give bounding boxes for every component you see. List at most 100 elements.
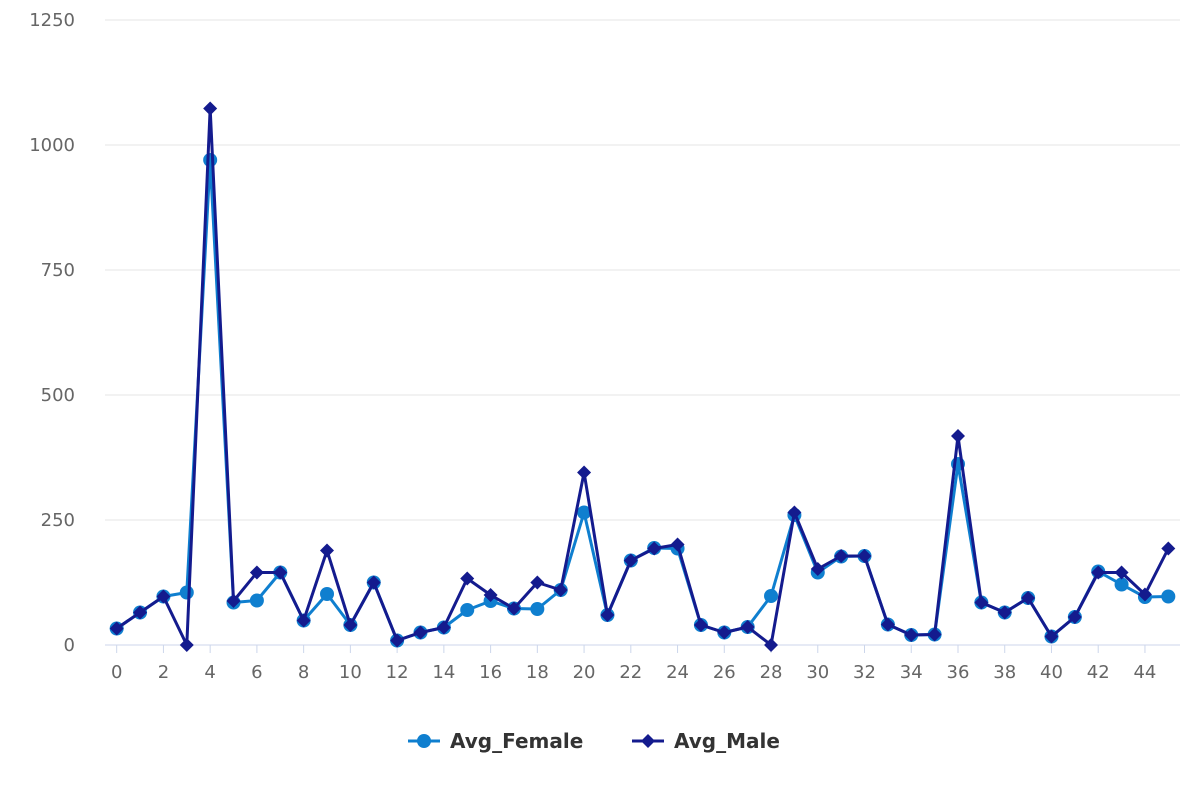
legend-item-avg-male[interactable]: Avg_Male [632,729,780,753]
series-avg-male [109,101,1176,652]
data-point[interactable] [203,101,218,116]
x-tick-label: 18 [526,662,549,683]
data-point[interactable] [1137,587,1152,602]
x-tick-label: 44 [1133,662,1156,683]
x-tick-label: 8 [298,662,309,683]
x-tick-label: 38 [993,662,1016,683]
data-point[interactable] [577,505,592,520]
data-point[interactable] [764,589,779,603]
data-point[interactable] [390,633,405,648]
data-point[interactable] [1161,589,1176,604]
data-point[interactable] [109,621,124,636]
x-tick-label: 36 [947,662,970,683]
grid-lines [105,19,1180,646]
data-point[interactable] [810,562,825,576]
data-point[interactable] [1067,610,1082,624]
data-point[interactable] [1091,565,1106,580]
data-point[interactable] [974,595,989,610]
data-point[interactable] [156,589,171,604]
x-tick-label: 32 [853,662,876,683]
x-tick-label: 42 [1087,662,1110,683]
legend[interactable]: Avg_Female Avg_Male [408,729,780,753]
y-tick-label: 750 [41,260,75,281]
legend-label: Avg_Male [674,729,780,753]
x-tick-label: 30 [806,662,829,683]
data-point[interactable] [413,625,428,640]
data-point[interactable] [693,618,708,632]
x-tick-label: 24 [666,662,689,683]
data-point[interactable] [1161,541,1176,556]
series-layer [109,101,1176,652]
data-point[interactable] [320,587,335,601]
y-tick-label: 500 [41,385,75,406]
data-point[interactable] [553,583,568,597]
y-axis-ticks: 0 250 500 750 1000 1250 [29,10,75,656]
data-point[interactable] [997,605,1012,620]
x-tick-label: 10 [339,662,362,683]
legend-marker [417,734,431,748]
legend-marker [641,734,655,748]
x-tick-label: 2 [158,662,169,683]
data-point[interactable] [249,565,264,580]
y-tick-label: 1000 [29,135,75,156]
x-tick-label: 28 [760,662,783,683]
x-tick-label: 40 [1040,662,1063,683]
x-axis-ticks: 0 2 4 6 8 10 12 14 16 18 20 22 24 26 28 30 32 34 36 38 40 42 4… [111,645,1156,683]
data-point[interactable] [577,465,592,480]
y-tick-label: 0 [64,635,75,656]
x-tick-label: 14 [432,662,455,683]
data-point[interactable] [600,608,615,622]
data-point[interactable] [320,543,335,558]
data-point[interactable] [927,627,942,642]
data-point[interactable] [343,618,358,632]
x-tick-label: 0 [111,662,122,683]
data-point[interactable] [249,593,264,608]
x-tick-label: 20 [573,662,596,683]
data-point[interactable] [179,585,194,600]
legend-item-avg-female[interactable]: Avg_Female [408,729,583,753]
data-point[interactable] [133,605,148,620]
data-point[interactable] [366,575,381,590]
data-point[interactable] [857,549,872,563]
data-point[interactable] [460,603,475,617]
data-point[interactable] [460,571,475,586]
x-tick-label: 4 [204,662,215,683]
data-point[interactable] [226,594,241,608]
data-point[interactable] [740,620,755,634]
data-point[interactable] [273,565,288,580]
data-point[interactable] [764,638,779,652]
data-point[interactable] [179,638,194,652]
y-tick-label: 250 [41,510,75,531]
series-line [115,107,1170,647]
x-tick-label: 22 [619,662,642,683]
series-line [115,158,1169,642]
data-point[interactable] [530,575,545,590]
data-point[interactable] [623,553,638,568]
x-tick-label: 16 [479,662,502,683]
x-tick-label: 26 [713,662,736,683]
data-point[interactable] [506,601,521,616]
data-point[interactable] [1044,629,1059,644]
data-point[interactable] [670,537,685,552]
data-point[interactable] [530,602,545,616]
data-point[interactable] [787,505,802,520]
data-point[interactable] [717,625,732,640]
data-point[interactable] [834,549,849,563]
data-point[interactable] [483,588,498,602]
data-point[interactable] [203,153,218,167]
x-tick-label: 6 [251,662,262,683]
data-point[interactable] [1114,565,1129,580]
legend-label: Avg_Female [450,729,583,753]
data-point[interactable] [296,613,311,628]
data-point[interactable] [904,628,919,642]
x-tick-label: 12 [386,662,409,683]
x-tick-label: 34 [900,662,923,683]
data-point[interactable] [647,541,662,556]
data-point[interactable] [436,620,451,635]
data-point[interactable] [880,617,895,632]
data-point[interactable] [1021,591,1036,605]
data-point[interactable] [1114,577,1129,592]
data-point[interactable] [950,429,965,443]
